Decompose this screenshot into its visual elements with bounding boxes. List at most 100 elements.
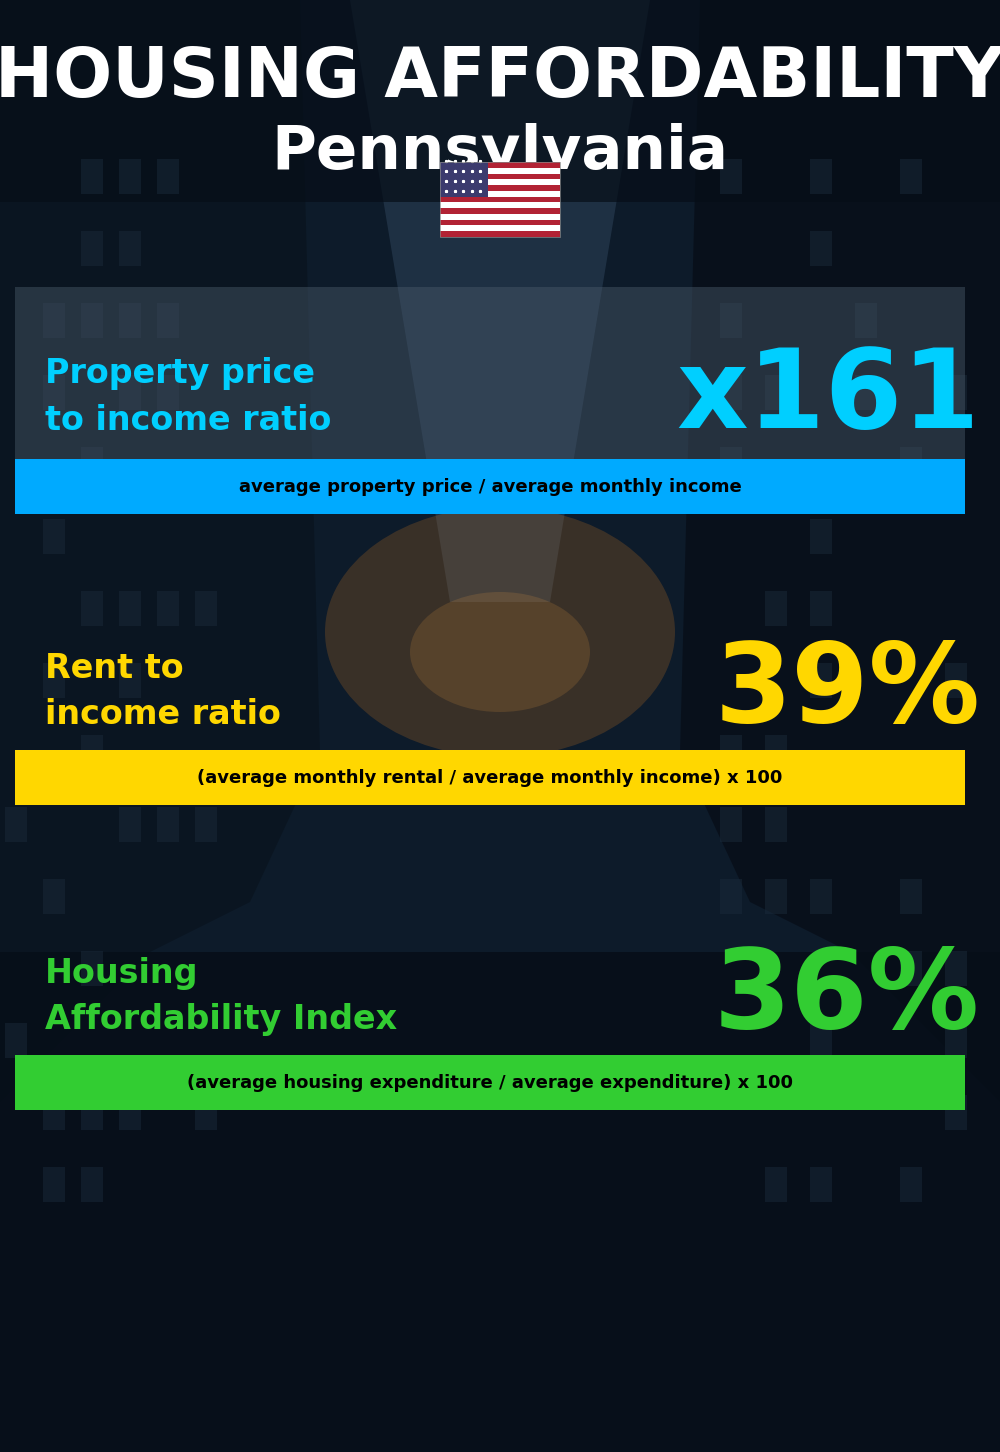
Bar bbox=[765, 807, 787, 842]
Bar bbox=[81, 160, 103, 195]
Bar bbox=[440, 225, 560, 231]
Bar bbox=[157, 591, 179, 626]
Bar bbox=[43, 878, 65, 913]
Text: HOUSING AFFORDABILITY: HOUSING AFFORDABILITY bbox=[0, 44, 1000, 110]
Bar bbox=[945, 951, 967, 986]
Bar bbox=[720, 735, 742, 770]
Bar bbox=[810, 591, 832, 626]
Bar bbox=[119, 807, 141, 842]
Bar bbox=[43, 1167, 65, 1202]
Bar bbox=[119, 160, 141, 195]
Bar bbox=[119, 591, 141, 626]
Bar bbox=[81, 1167, 103, 1202]
Bar bbox=[195, 591, 217, 626]
Bar bbox=[195, 1095, 217, 1130]
Bar bbox=[720, 447, 742, 482]
Ellipse shape bbox=[325, 507, 675, 756]
Bar bbox=[119, 303, 141, 338]
Bar bbox=[15, 287, 965, 507]
Text: Property price
to income ratio: Property price to income ratio bbox=[45, 357, 331, 437]
Bar bbox=[765, 735, 787, 770]
Bar bbox=[15, 1056, 965, 1109]
Bar bbox=[440, 163, 560, 237]
Bar bbox=[720, 160, 742, 195]
Bar bbox=[0, 953, 1000, 1452]
Bar bbox=[810, 1024, 832, 1059]
Bar bbox=[157, 303, 179, 338]
Bar bbox=[900, 447, 922, 482]
Bar bbox=[810, 231, 832, 266]
Bar bbox=[440, 208, 560, 213]
Bar bbox=[440, 219, 560, 225]
Bar bbox=[440, 163, 560, 168]
Bar bbox=[945, 375, 967, 409]
Bar bbox=[5, 1024, 27, 1059]
Bar bbox=[119, 231, 141, 266]
Text: 36%: 36% bbox=[714, 944, 980, 1050]
Bar bbox=[440, 168, 560, 174]
Bar bbox=[157, 375, 179, 409]
Bar bbox=[440, 174, 560, 179]
Bar bbox=[440, 202, 560, 208]
Bar bbox=[720, 807, 742, 842]
Bar bbox=[43, 1095, 65, 1130]
Text: x161: x161 bbox=[677, 344, 980, 450]
Bar bbox=[81, 303, 103, 338]
Bar bbox=[15, 751, 965, 804]
Bar bbox=[15, 459, 965, 514]
Bar bbox=[5, 807, 27, 842]
Bar bbox=[765, 1167, 787, 1202]
Bar bbox=[157, 807, 179, 842]
Bar bbox=[900, 878, 922, 913]
Bar bbox=[720, 375, 742, 409]
Bar bbox=[900, 160, 922, 195]
Bar bbox=[765, 591, 787, 626]
Bar bbox=[810, 518, 832, 555]
Polygon shape bbox=[350, 0, 650, 603]
Bar bbox=[81, 951, 103, 986]
Bar bbox=[440, 184, 560, 190]
Bar bbox=[720, 878, 742, 913]
Bar bbox=[43, 303, 65, 338]
Bar bbox=[855, 375, 877, 409]
Bar bbox=[195, 807, 217, 842]
Text: (average housing expenditure / average expenditure) x 100: (average housing expenditure / average e… bbox=[187, 1074, 793, 1092]
Polygon shape bbox=[680, 0, 1000, 1102]
Bar bbox=[440, 163, 488, 196]
Bar bbox=[810, 160, 832, 195]
Text: 39%: 39% bbox=[714, 639, 980, 745]
Text: (average monthly rental / average monthly income) x 100: (average monthly rental / average monthl… bbox=[197, 770, 783, 787]
Bar bbox=[720, 303, 742, 338]
Bar bbox=[900, 951, 922, 986]
Ellipse shape bbox=[410, 592, 590, 711]
Bar bbox=[810, 878, 832, 913]
Bar bbox=[440, 213, 560, 219]
Bar bbox=[81, 447, 103, 482]
Bar bbox=[43, 375, 65, 409]
Bar bbox=[765, 878, 787, 913]
Bar bbox=[81, 591, 103, 626]
Bar bbox=[440, 179, 560, 184]
Bar bbox=[440, 196, 560, 202]
Bar bbox=[945, 1095, 967, 1130]
Polygon shape bbox=[0, 0, 320, 1102]
Bar bbox=[157, 160, 179, 195]
Text: average property price / average monthly income: average property price / average monthly… bbox=[239, 478, 741, 497]
Bar bbox=[81, 1095, 103, 1130]
Bar bbox=[900, 1167, 922, 1202]
Bar bbox=[0, 0, 1000, 202]
Text: Pennsylvania: Pennsylvania bbox=[272, 122, 728, 182]
Text: Rent to
income ratio: Rent to income ratio bbox=[45, 652, 281, 732]
Bar bbox=[440, 231, 560, 237]
Bar bbox=[855, 303, 877, 338]
Bar bbox=[119, 1095, 141, 1130]
Bar bbox=[119, 375, 141, 409]
Bar bbox=[119, 664, 141, 698]
Bar bbox=[765, 375, 787, 409]
Bar bbox=[945, 1024, 967, 1059]
Bar bbox=[43, 518, 65, 555]
Bar bbox=[810, 1167, 832, 1202]
Bar bbox=[810, 664, 832, 698]
Bar bbox=[81, 231, 103, 266]
Bar bbox=[81, 735, 103, 770]
